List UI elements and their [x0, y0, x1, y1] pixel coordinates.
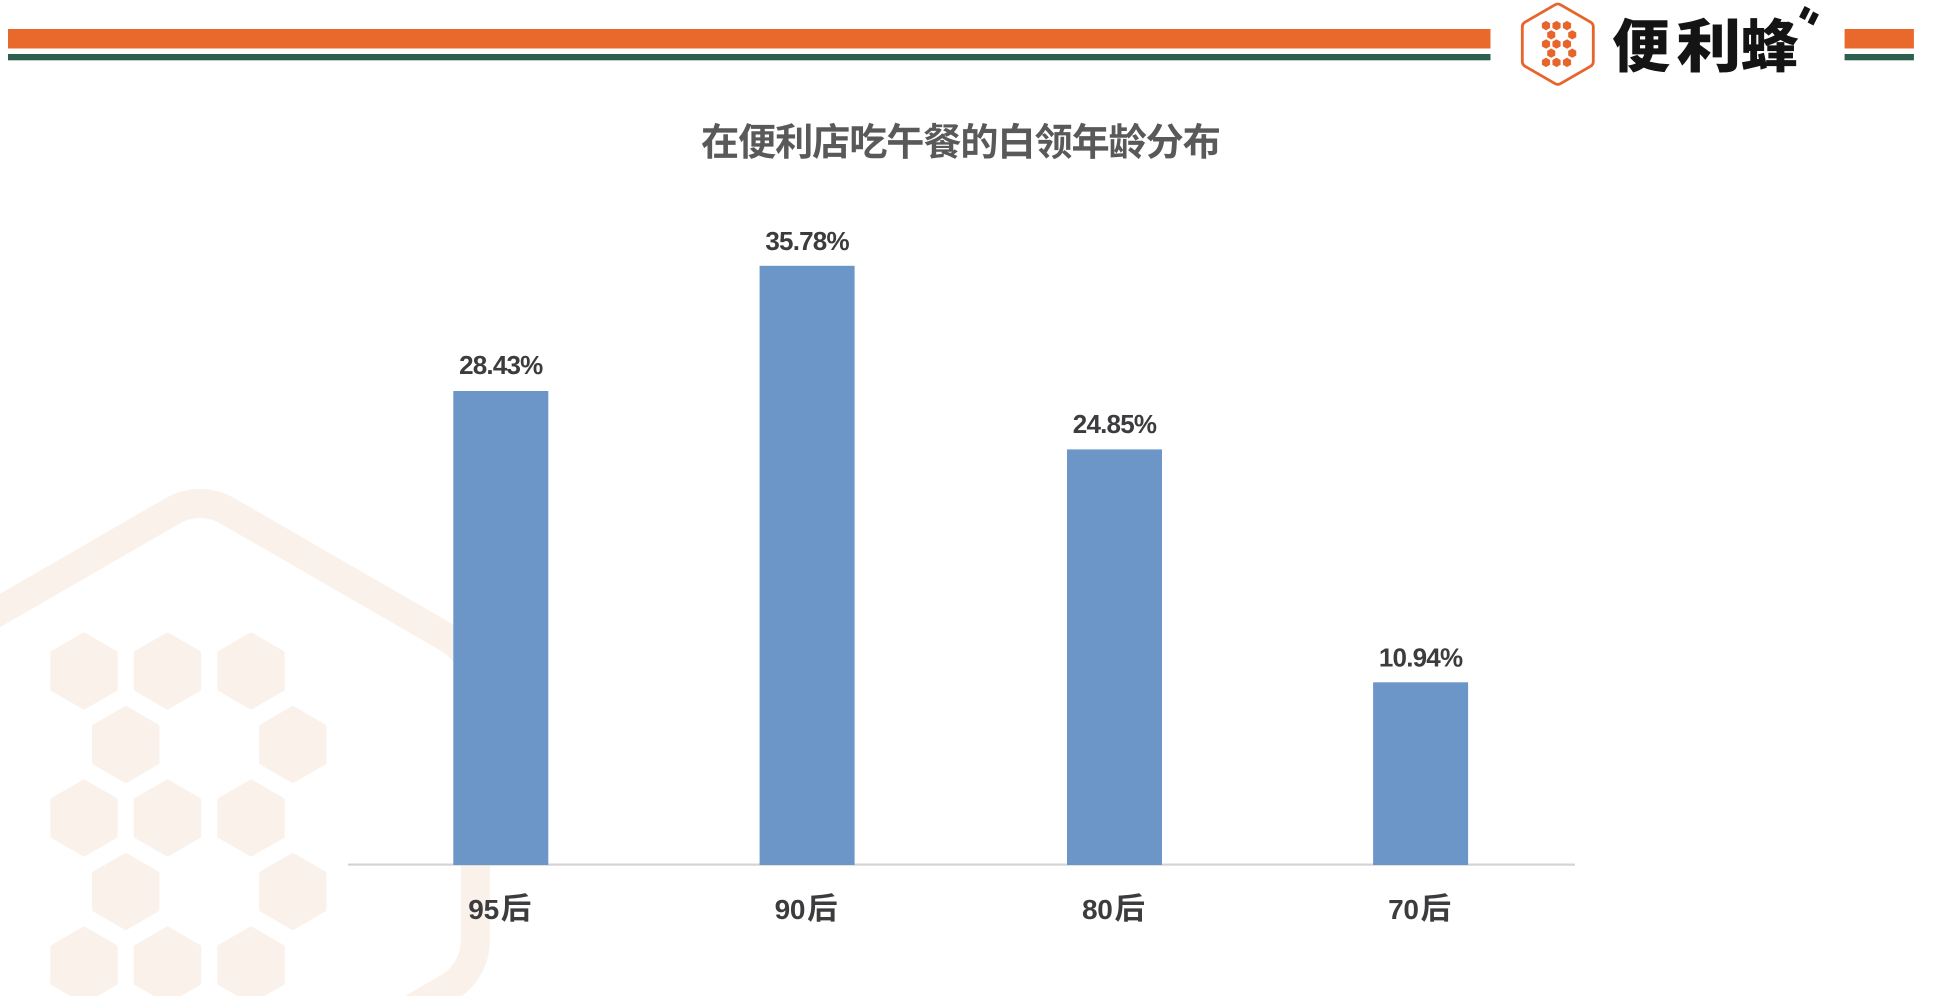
svg-text:70: 70	[1388, 894, 1419, 925]
svg-text:28.43%: 28.43%	[459, 350, 543, 380]
svg-text:10.94%: 10.94%	[1379, 643, 1463, 673]
svg-text:24.85%: 24.85%	[1073, 409, 1157, 439]
svg-text:35.78%: 35.78%	[765, 226, 849, 256]
svg-text:80: 80	[1082, 894, 1113, 925]
svg-text:90: 90	[775, 894, 806, 925]
svg-text:95: 95	[468, 894, 499, 925]
